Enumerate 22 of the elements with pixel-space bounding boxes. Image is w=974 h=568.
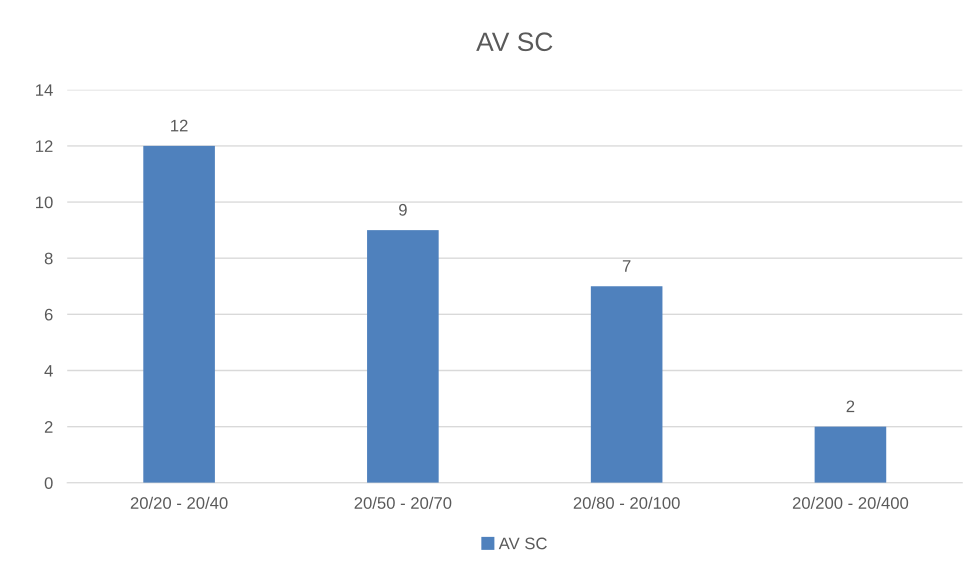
x-tick-label: 20/50 - 20/70 [354,496,452,509]
x-tick-label: 20/20 - 20/40 [130,496,228,509]
chart-title: AV SC [476,32,552,52]
x-tick-label: 20/80 - 20/100 [574,496,680,509]
y-tick-label: 6 [44,308,53,321]
y-tick-label: 8 [44,252,53,264]
bar [143,146,215,483]
x-tick-label: 20/200 - 20/400 [792,496,908,509]
data-label: 9 [399,204,407,216]
bar [367,230,439,483]
y-tick-label: 4 [44,365,53,377]
y-tick-label: 2 [44,421,52,433]
y-tick-label: 0 [44,477,53,490]
data-label: 2 [846,400,854,412]
bar [814,426,886,483]
legend-label: AV SC [498,538,547,550]
data-label: 12 [171,120,188,132]
bar [590,286,662,483]
y-tick-label: 10 [36,196,53,208]
y-tick-label: 12 [36,140,52,152]
data-label: 7 [622,260,630,272]
y-tick-label: 14 [36,84,53,96]
